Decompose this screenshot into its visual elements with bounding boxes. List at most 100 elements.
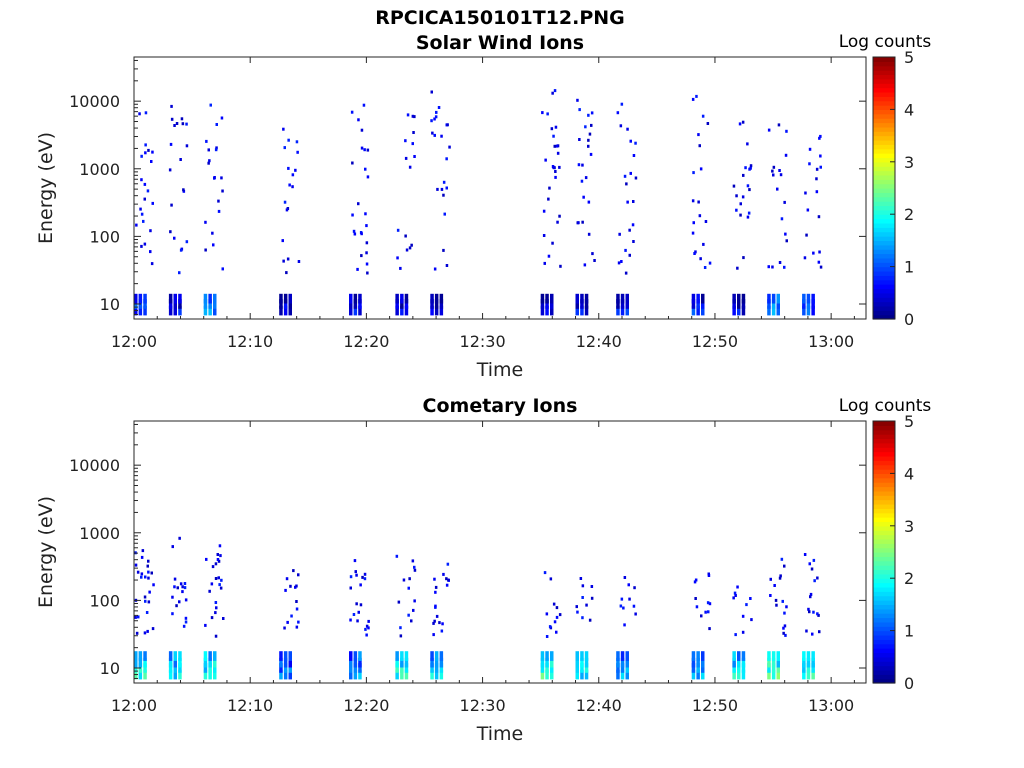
- heatmap-cell: [213, 657, 217, 668]
- heatmap-cell: [440, 629, 444, 633]
- heatmap-cell: [631, 223, 635, 227]
- x-axis-label: Time: [476, 359, 524, 381]
- heatmap-cell: [184, 620, 188, 624]
- heatmap-cell: [434, 305, 439, 316]
- heatmap-cell: [217, 576, 220, 580]
- heatmap-cell: [809, 592, 813, 596]
- heatmap-cell: [617, 261, 621, 265]
- heatmap-cell: [767, 305, 771, 316]
- heatmap-cell: [741, 657, 746, 668]
- heatmap-cell: [435, 614, 439, 618]
- heatmap-cell: [707, 574, 711, 577]
- heatmap-cell: [439, 657, 444, 668]
- heatmap-cell: [395, 299, 399, 309]
- heatmap-cell: [149, 229, 152, 233]
- heatmap-cell: [168, 663, 173, 673]
- heatmap-cell: [356, 267, 359, 271]
- heatmap-cell: [400, 669, 404, 680]
- heatmap-cell: [349, 651, 353, 661]
- heatmap-cell: [208, 657, 212, 668]
- heatmap-cell: [811, 651, 815, 661]
- heatmap-cell: [408, 165, 412, 169]
- colorbar-segment: [873, 148, 895, 154]
- heatmap-cell: [147, 148, 150, 152]
- heatmap-cell: [404, 669, 409, 680]
- heatmap-cell: [442, 572, 445, 576]
- heatmap-cell: [774, 598, 778, 602]
- heatmap-cell: [404, 305, 409, 316]
- heatmap-cell: [434, 604, 437, 608]
- heatmap-cell: [782, 631, 785, 635]
- heatmap-cell: [777, 123, 781, 127]
- heatmap-cell: [581, 584, 585, 588]
- heatmap-cell: [776, 657, 780, 668]
- heatmap-cell: [749, 597, 752, 600]
- heatmap-cell: [580, 663, 584, 673]
- colorbar-segment: [873, 257, 895, 263]
- heatmap-cell: [584, 663, 589, 673]
- heatmap-cell: [550, 657, 554, 668]
- heatmap-cell: [554, 170, 557, 173]
- heatmap-cell: [143, 663, 147, 673]
- heatmap-cell: [779, 574, 782, 578]
- heatmap-cell: [550, 663, 554, 673]
- heatmap-cell: [632, 200, 635, 203]
- heatmap-cell: [354, 570, 357, 574]
- heatmap-cell: [185, 240, 189, 244]
- heatmap-cell: [584, 657, 589, 668]
- heatmap-cell: [219, 586, 223, 590]
- heatmap-cell: [445, 264, 449, 267]
- heatmap-cell: [552, 602, 556, 606]
- colorbar-segment: [873, 674, 895, 680]
- heatmap-cell: [625, 299, 629, 309]
- heatmap-cell: [138, 305, 143, 316]
- colorbar-segment: [873, 626, 895, 632]
- heatmap-cell: [741, 614, 745, 618]
- heatmap-cell: [750, 618, 753, 622]
- heatmap-cell: [412, 131, 415, 134]
- heatmap-cell: [434, 669, 439, 680]
- heatmap-cell: [140, 572, 144, 576]
- heatmap-cell: [396, 256, 399, 260]
- heatmap-cell: [140, 154, 143, 158]
- heatmap-cell: [746, 142, 749, 146]
- heatmap-cell: [152, 583, 155, 587]
- heatmap-cell: [283, 200, 287, 204]
- heatmap-cell: [358, 299, 362, 309]
- heatmap-cell: [134, 293, 138, 304]
- heatmap-cell: [776, 187, 779, 191]
- heatmap-cell: [283, 669, 288, 680]
- heatmap-cell: [173, 236, 176, 240]
- colorbar-segment: [873, 560, 895, 566]
- heatmap-cell: [545, 299, 549, 309]
- heatmap-cell: [616, 669, 620, 680]
- heatmap-cell: [540, 305, 545, 316]
- heatmap-cell: [365, 633, 368, 637]
- heatmap-cell: [545, 635, 549, 638]
- heatmap-cell: [205, 557, 208, 561]
- heatmap-cell: [361, 575, 364, 579]
- heatmap-cell: [732, 669, 736, 680]
- heatmap-cell: [446, 562, 450, 566]
- heatmap-cell: [804, 191, 807, 195]
- colorbar-segment: [873, 652, 895, 658]
- colorbar-segment: [873, 643, 895, 649]
- heatmap-cell: [802, 663, 806, 673]
- colorbar-segment: [873, 222, 895, 228]
- heatmap-cell: [434, 293, 439, 304]
- colorbar-segment: [873, 61, 895, 67]
- heatmap-cell: [555, 630, 558, 634]
- heatmap-cell: [732, 663, 736, 673]
- colorbar-segment: [873, 244, 895, 250]
- heatmap-cell: [691, 305, 696, 316]
- heatmap-cell: [811, 299, 815, 309]
- heatmap-cell: [701, 651, 705, 661]
- heatmap-cell: [433, 619, 436, 623]
- heatmap-cell: [434, 299, 439, 309]
- colorbar-segment: [873, 425, 895, 431]
- heatmap-cell: [283, 146, 286, 150]
- heatmap-cell: [802, 651, 806, 661]
- heatmap-cell: [134, 615, 137, 619]
- heatmap-cell: [208, 299, 212, 309]
- colorbar-tick-label: 5: [904, 412, 914, 431]
